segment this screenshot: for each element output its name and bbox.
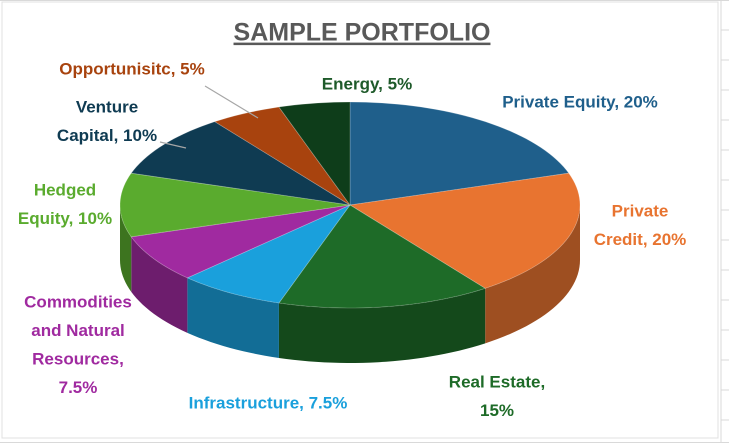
slice	[130, 121, 351, 206]
data-label: Energy, 5%	[322, 74, 412, 93]
data-label: Capital, 10%	[57, 126, 157, 145]
data-label: Opportunisitc, 5%	[59, 59, 204, 78]
slice	[349, 101, 570, 206]
data-label: Credit, 20%	[594, 230, 687, 249]
data-label: Infrastructure, 7.5%	[189, 393, 348, 412]
data-label: and Natural	[31, 321, 125, 340]
slice-side	[485, 205, 580, 344]
data-label: Resources,	[32, 349, 124, 368]
slice	[348, 172, 581, 289]
data-label: 15%	[480, 401, 514, 420]
slice	[119, 172, 351, 238]
data-label: 7.5%	[59, 378, 98, 397]
slice-side	[187, 277, 279, 358]
data-label: Private Equity, 20%	[502, 92, 658, 111]
slice-side	[278, 288, 486, 363]
data-label: Real Estate,	[449, 372, 545, 391]
leader-lines	[159, 85, 259, 149]
labels: Private Equity, 20% Private Credit, 20% Rea…	[18, 59, 686, 420]
data-label: Equity, 10%	[18, 209, 112, 228]
data-label: Venture	[76, 97, 138, 116]
pie	[119, 101, 581, 363]
slice-side	[131, 236, 188, 333]
slice-side	[120, 205, 132, 292]
slice	[278, 204, 487, 309]
slice	[278, 101, 351, 207]
slice	[130, 204, 351, 279]
data-label: Hedged	[34, 180, 96, 199]
chart-title: SAMPLE PORTFOLIO	[234, 19, 491, 47]
slice	[186, 204, 352, 304]
slice	[213, 106, 351, 206]
data-label: Commodities	[24, 292, 132, 311]
data-label: Private	[612, 201, 669, 220]
